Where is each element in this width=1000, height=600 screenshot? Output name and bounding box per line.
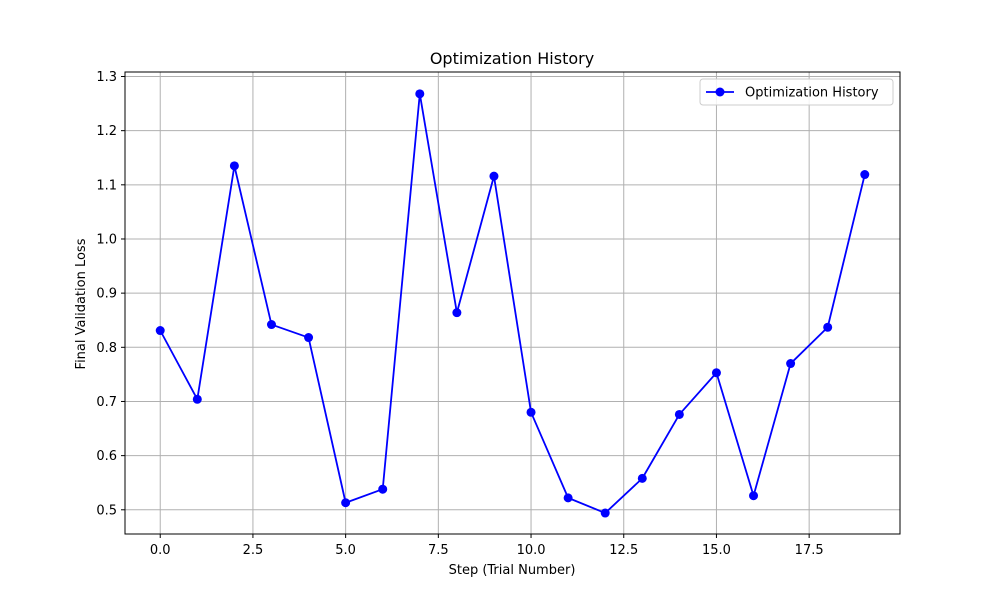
x-tick-label: 5.0 [335, 543, 356, 558]
data-point [341, 498, 351, 508]
y-tick-label: 1.2 [96, 124, 117, 139]
data-point [637, 473, 647, 483]
data-point [526, 407, 536, 417]
legend-marker [715, 87, 725, 97]
chart-title: Optimization History [430, 49, 594, 68]
data-point [304, 333, 314, 343]
y-tick-label: 0.8 [96, 341, 117, 356]
grid [125, 72, 900, 534]
data-point [860, 170, 870, 180]
y-tick-label: 1.3 [96, 70, 117, 85]
y-axis-ticks: 0.5 0.6 0.7 0.8 0.9 1.0 1.1 1.2 1.3 [96, 70, 125, 518]
y-tick-label: 0.7 [96, 395, 117, 410]
x-tick-label: 2.5 [243, 543, 264, 558]
y-tick-label: 1.1 [96, 178, 117, 193]
data-point [674, 409, 684, 419]
x-axis-label: Step (Trial Number) [449, 563, 576, 578]
series-layer [155, 89, 870, 518]
y-tick-label: 0.6 [96, 449, 117, 464]
data-point [563, 493, 573, 503]
plot-frame [124, 71, 901, 535]
data-point [266, 320, 276, 330]
x-tick-label: 0.0 [150, 543, 171, 558]
legend-label: Optimization History [745, 86, 879, 101]
x-tick-label: 15.0 [702, 543, 731, 558]
y-axis-label: Final Validation Loss [74, 238, 89, 369]
y-tick-label: 1.0 [96, 232, 117, 247]
data-point [489, 171, 499, 181]
legend: Optimization History [699, 78, 894, 106]
data-point [823, 322, 833, 332]
x-tick-label: 10.0 [517, 543, 546, 558]
data-point [749, 491, 759, 501]
y-tick-label: 0.5 [96, 503, 117, 518]
data-point [600, 508, 610, 518]
data-point [192, 394, 202, 404]
series-line [159, 92, 866, 514]
x-tick-label: 17.5 [795, 543, 824, 558]
data-point [155, 326, 165, 336]
x-axis-ticks: 0.0 2.5 5.0 7.5 10.0 12.5 15.0 17.5 [150, 534, 824, 558]
x-tick-label: 12.5 [609, 543, 638, 558]
legend-box [699, 78, 894, 106]
data-point [452, 308, 462, 318]
data-point [378, 484, 388, 494]
data-point [786, 359, 796, 369]
data-point [229, 161, 239, 171]
x-tick-label: 7.5 [428, 543, 449, 558]
data-point [711, 368, 721, 378]
y-tick-label: 0.9 [96, 287, 117, 302]
data-point [415, 89, 425, 99]
